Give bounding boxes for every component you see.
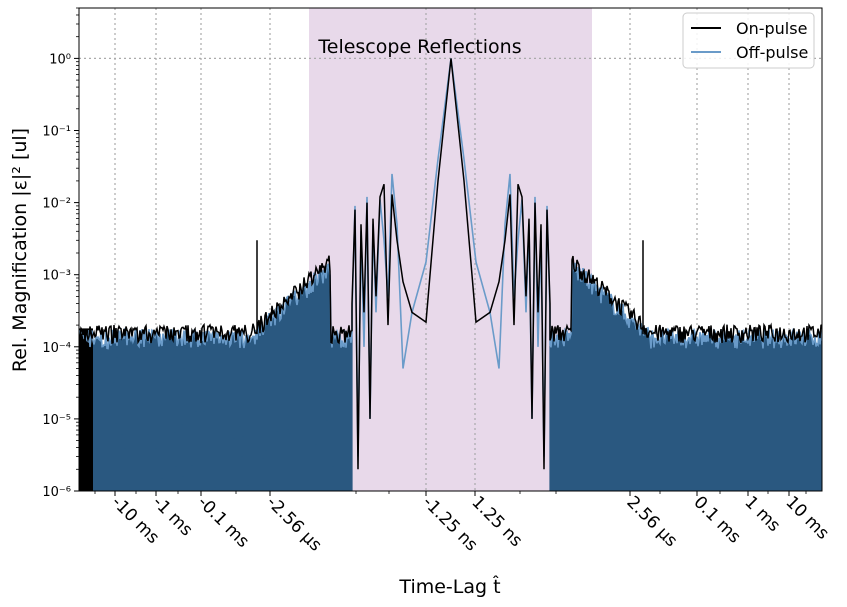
legend: On-pulse Off-pulse xyxy=(682,12,815,69)
legend-box xyxy=(682,12,815,69)
plot-frame xyxy=(78,7,823,492)
legend-label-off-pulse: Off-pulse xyxy=(736,43,808,62)
y-axis: 10⁻⁶ 10⁻⁵ 10⁻⁴ 10⁻³ 10⁻² 10⁻¹ 10⁰ xyxy=(42,7,79,500)
legend-label-on-pulse: On-pulse xyxy=(736,19,807,38)
y-tick-label-5: 10⁻¹ xyxy=(42,124,71,139)
y-tick-label-1: 10⁻⁵ xyxy=(42,413,71,428)
series-on-pulse xyxy=(79,58,822,470)
noise-fill xyxy=(79,262,822,491)
y-tick-label-2: 10⁻⁴ xyxy=(42,341,71,356)
y-tick-label-3: 10⁻³ xyxy=(42,269,71,284)
y-tick-label-6: 10⁰ xyxy=(49,52,71,67)
y-tick-label-4: 10⁻² xyxy=(42,197,71,212)
x-axis-label: Time-Lag t̂ xyxy=(398,576,500,598)
y-axis-label: Rel. Magnification |ε|² [ul] xyxy=(9,128,31,372)
annotation-telescope-reflections: Telescope Reflections xyxy=(317,36,521,58)
y-tick-label-0: 10⁻⁶ xyxy=(42,485,71,500)
